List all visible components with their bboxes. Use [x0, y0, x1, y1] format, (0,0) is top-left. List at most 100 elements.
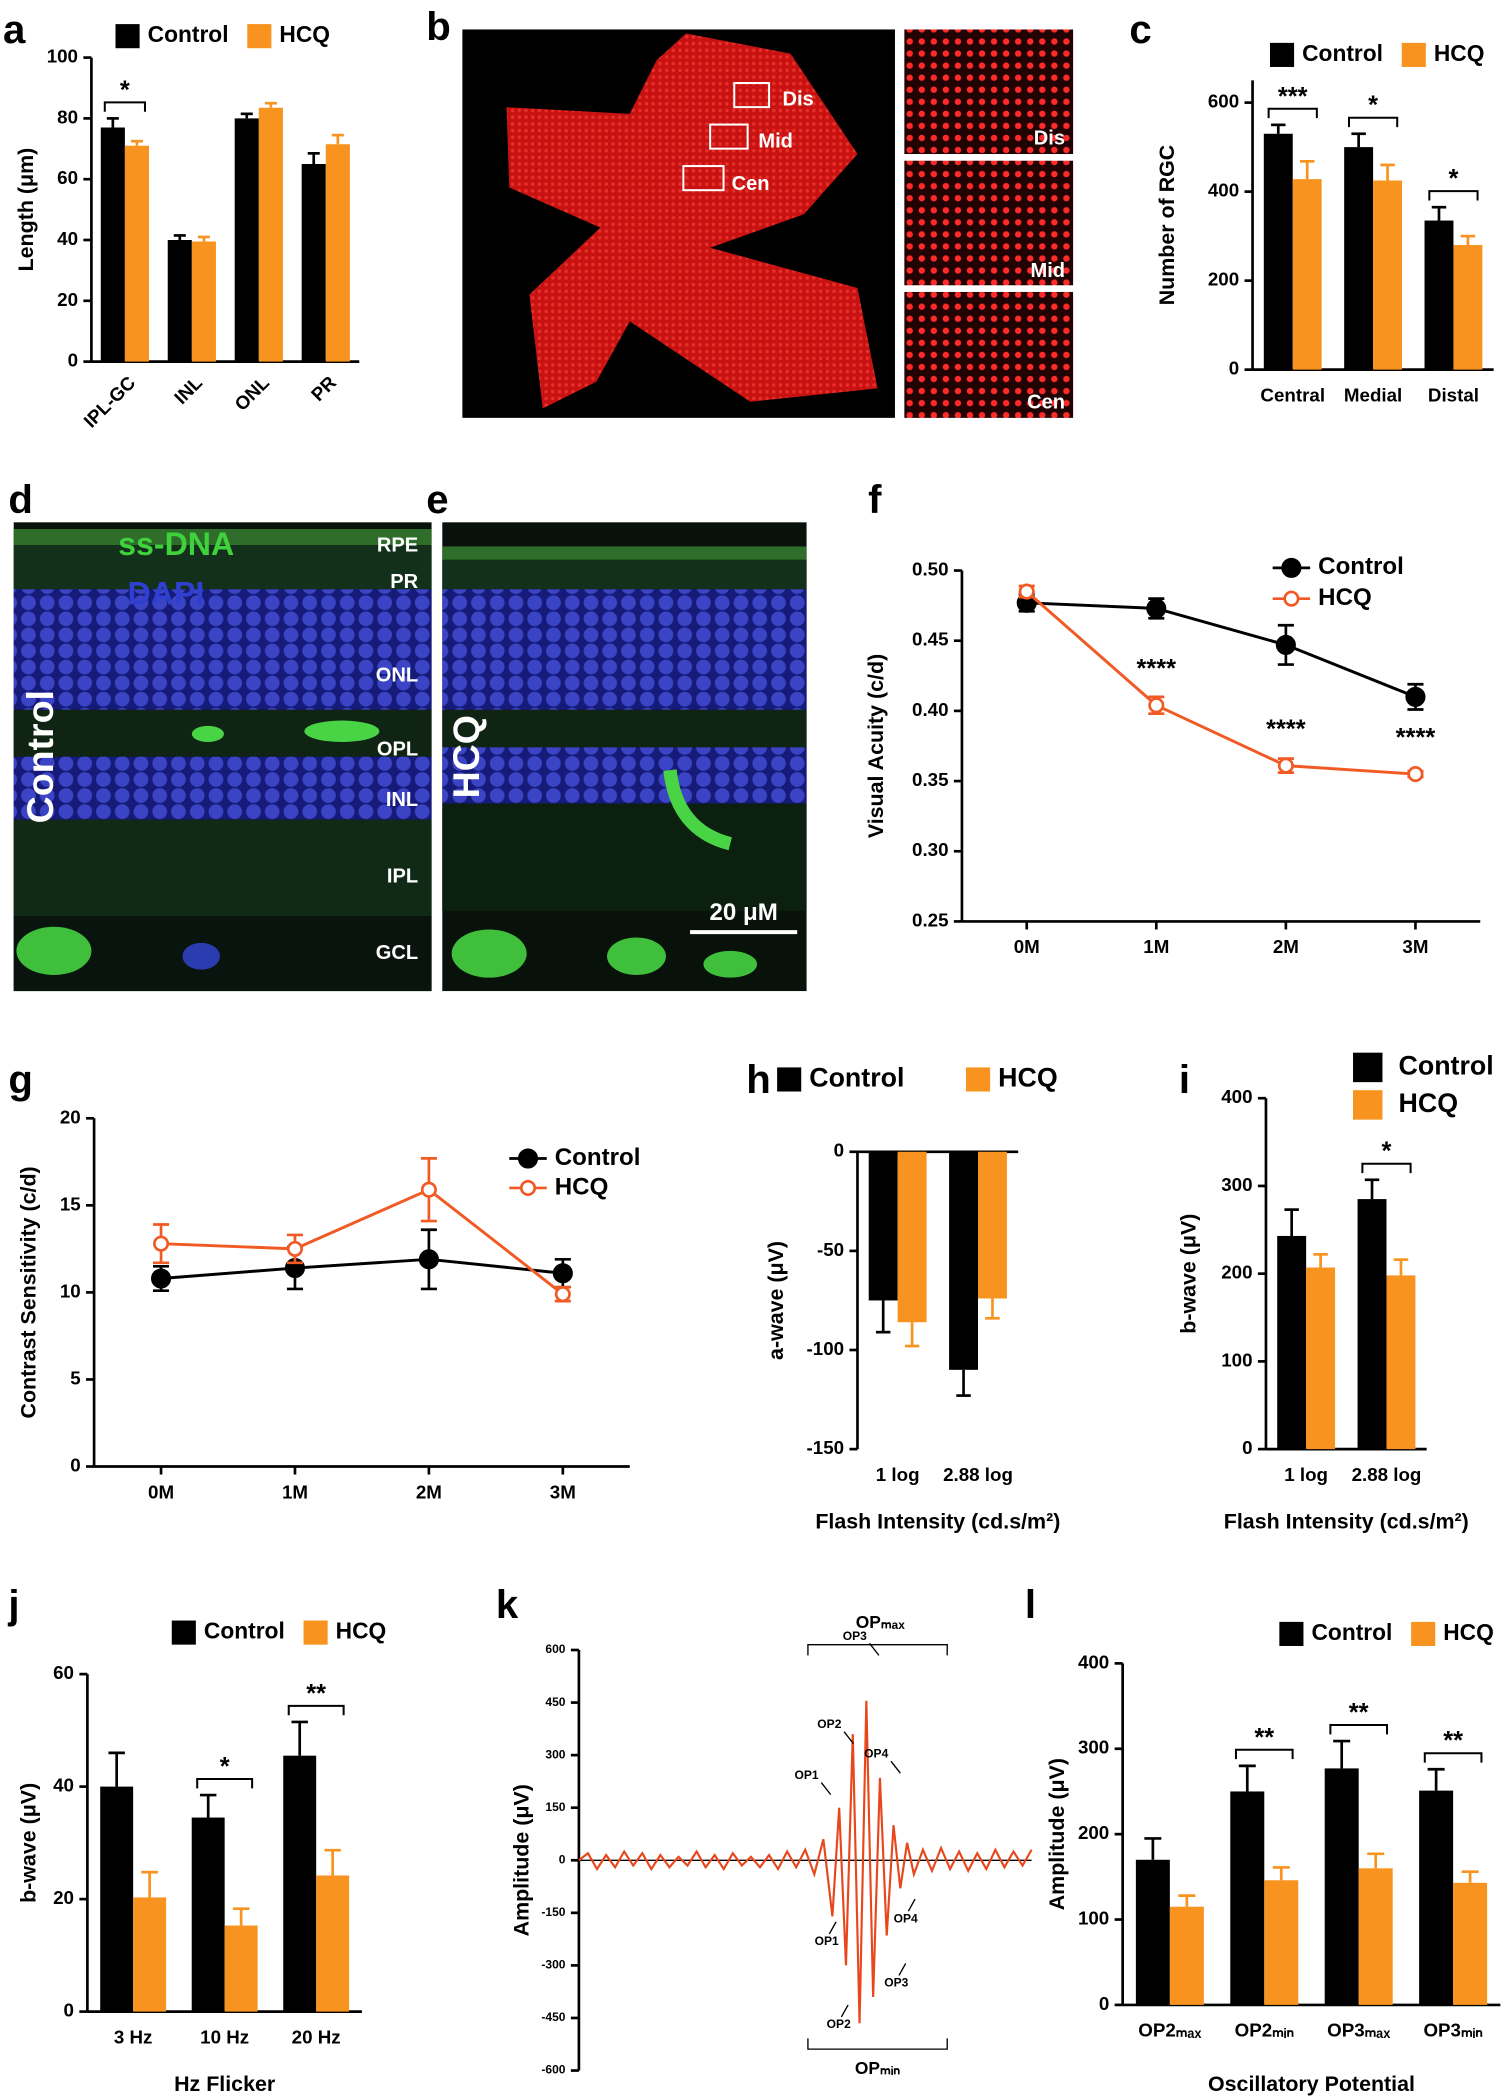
x-tick-label: OP3ₘᵢₙ [1423, 2020, 1482, 2041]
y-tick-label: 40 [53, 1775, 74, 1796]
y-tick-label: 400 [1208, 180, 1239, 201]
layer-label: GCL [376, 942, 418, 964]
x-tick-label: 2M [1273, 936, 1299, 957]
cell [607, 937, 666, 975]
x-tick-label: 0M [1014, 936, 1040, 957]
marker [1148, 697, 1165, 714]
stain-label: DAPI [128, 575, 205, 611]
legend-marker [519, 1179, 537, 1196]
x-tick-label: 10 Hz [200, 2026, 249, 2047]
bar [301, 163, 326, 362]
peak-label: OP4 [864, 1747, 888, 1761]
legend-swatch [1279, 1621, 1304, 1646]
y-tick-label: 0.45 [912, 629, 949, 650]
cell [182, 942, 220, 970]
legend-swatch [1353, 1090, 1383, 1120]
bracket [807, 1643, 948, 1656]
panel-letter: e [426, 477, 448, 522]
y-axis-label: Length (μm) [14, 148, 38, 272]
marker [420, 1181, 437, 1198]
x-tick-label: 2.88 log [1352, 1464, 1422, 1485]
y-tick-label: 0.40 [912, 699, 949, 720]
y-tick-label: 0.30 [912, 839, 949, 860]
x-tick-label: 2.88 log [943, 1464, 1013, 1485]
cell [191, 725, 224, 742]
y-tick-label: 400 [1078, 1651, 1109, 1672]
bar [100, 127, 125, 362]
legend-label: Control [204, 1618, 285, 1644]
legend-label: HCQ [1318, 584, 1372, 611]
marker [1407, 766, 1424, 783]
significance-bracket [103, 101, 146, 112]
legend-label: HCQ [336, 1618, 387, 1644]
bracket [807, 2038, 948, 2050]
panel-letter: h [746, 1057, 771, 1102]
bar [1386, 1275, 1416, 1450]
bar [1263, 133, 1293, 370]
legend-label: HCQ [555, 1173, 609, 1200]
peak-arrow [820, 1782, 832, 1796]
y-tick-label: 15 [60, 1193, 81, 1214]
legend-label: Control [148, 21, 229, 47]
x-tick-label: ONL [230, 372, 273, 415]
layer-onl [442, 589, 807, 710]
legend-label: Control [1302, 40, 1383, 66]
bar [258, 107, 283, 362]
y-axis-label: a-wave (μV) [764, 1241, 788, 1360]
y-tick-label: 100 [47, 46, 78, 67]
y-tick-label: 100 [1078, 1907, 1109, 1928]
legend-label: Control [809, 1063, 904, 1093]
y-tick-label: 0 [70, 1454, 80, 1475]
significance-label: ** [1349, 1699, 1369, 1727]
panel-d: d ss-DNA DAPI Control RPE PR ONL OPL INL… [8, 477, 432, 992]
legend-label: Control [1318, 553, 1404, 580]
legend-swatch [1353, 1052, 1383, 1083]
line [160, 1187, 564, 1296]
marker [1018, 583, 1035, 600]
y-tick-label: 150 [545, 1800, 565, 1814]
region-box [733, 82, 771, 109]
x-tick-label: 1M [282, 1481, 308, 1502]
y-tick-label: 0 [1099, 1993, 1109, 2014]
region-label: Mid [758, 130, 793, 152]
y-axis-label: b-wave (μV) [16, 1783, 40, 1903]
significance-label: * [120, 76, 130, 104]
layer-label: INL [386, 789, 418, 811]
bar [978, 1151, 1007, 1299]
panel-letter: c [1129, 7, 1151, 52]
bar [283, 1755, 317, 2012]
bar [234, 118, 259, 362]
marker [552, 1263, 573, 1284]
legend-swatch [1401, 42, 1426, 67]
y-tick-label: -100 [807, 1338, 845, 1359]
y-tick-label: 200 [1078, 1822, 1109, 1843]
panel-letter: d [8, 477, 33, 522]
condition-label: HCQ [445, 715, 487, 798]
x-tick-label: Central [1260, 384, 1325, 405]
bar [1453, 1882, 1488, 2005]
y-tick-label: 600 [545, 1642, 565, 1656]
x-tick-label: 3M [1402, 936, 1428, 957]
y-axis-label: Amplitude (μV) [1045, 1758, 1069, 1910]
significance-label: * [1449, 165, 1459, 193]
bar [897, 1151, 927, 1323]
marker [1277, 757, 1294, 774]
line [1025, 590, 1416, 776]
marker [1405, 686, 1426, 707]
significance-bracket [1361, 1162, 1412, 1174]
bar [1453, 245, 1483, 370]
y-tick-label: 600 [1208, 91, 1239, 112]
bar [1277, 1235, 1307, 1450]
x-tick-label: Medial [1344, 384, 1402, 405]
trough-label: OP4 [894, 1911, 918, 1925]
bar [1357, 1199, 1387, 1450]
significance-label: **** [1266, 716, 1306, 744]
layer-rpe [442, 546, 807, 560]
cell [16, 926, 92, 975]
layer-onl [13, 589, 432, 710]
panel-letter: a [3, 7, 26, 52]
legend-label: Control [555, 1144, 641, 1171]
legend-label: HCQ [279, 21, 330, 47]
x-tick-label: 2M [416, 1481, 442, 1502]
